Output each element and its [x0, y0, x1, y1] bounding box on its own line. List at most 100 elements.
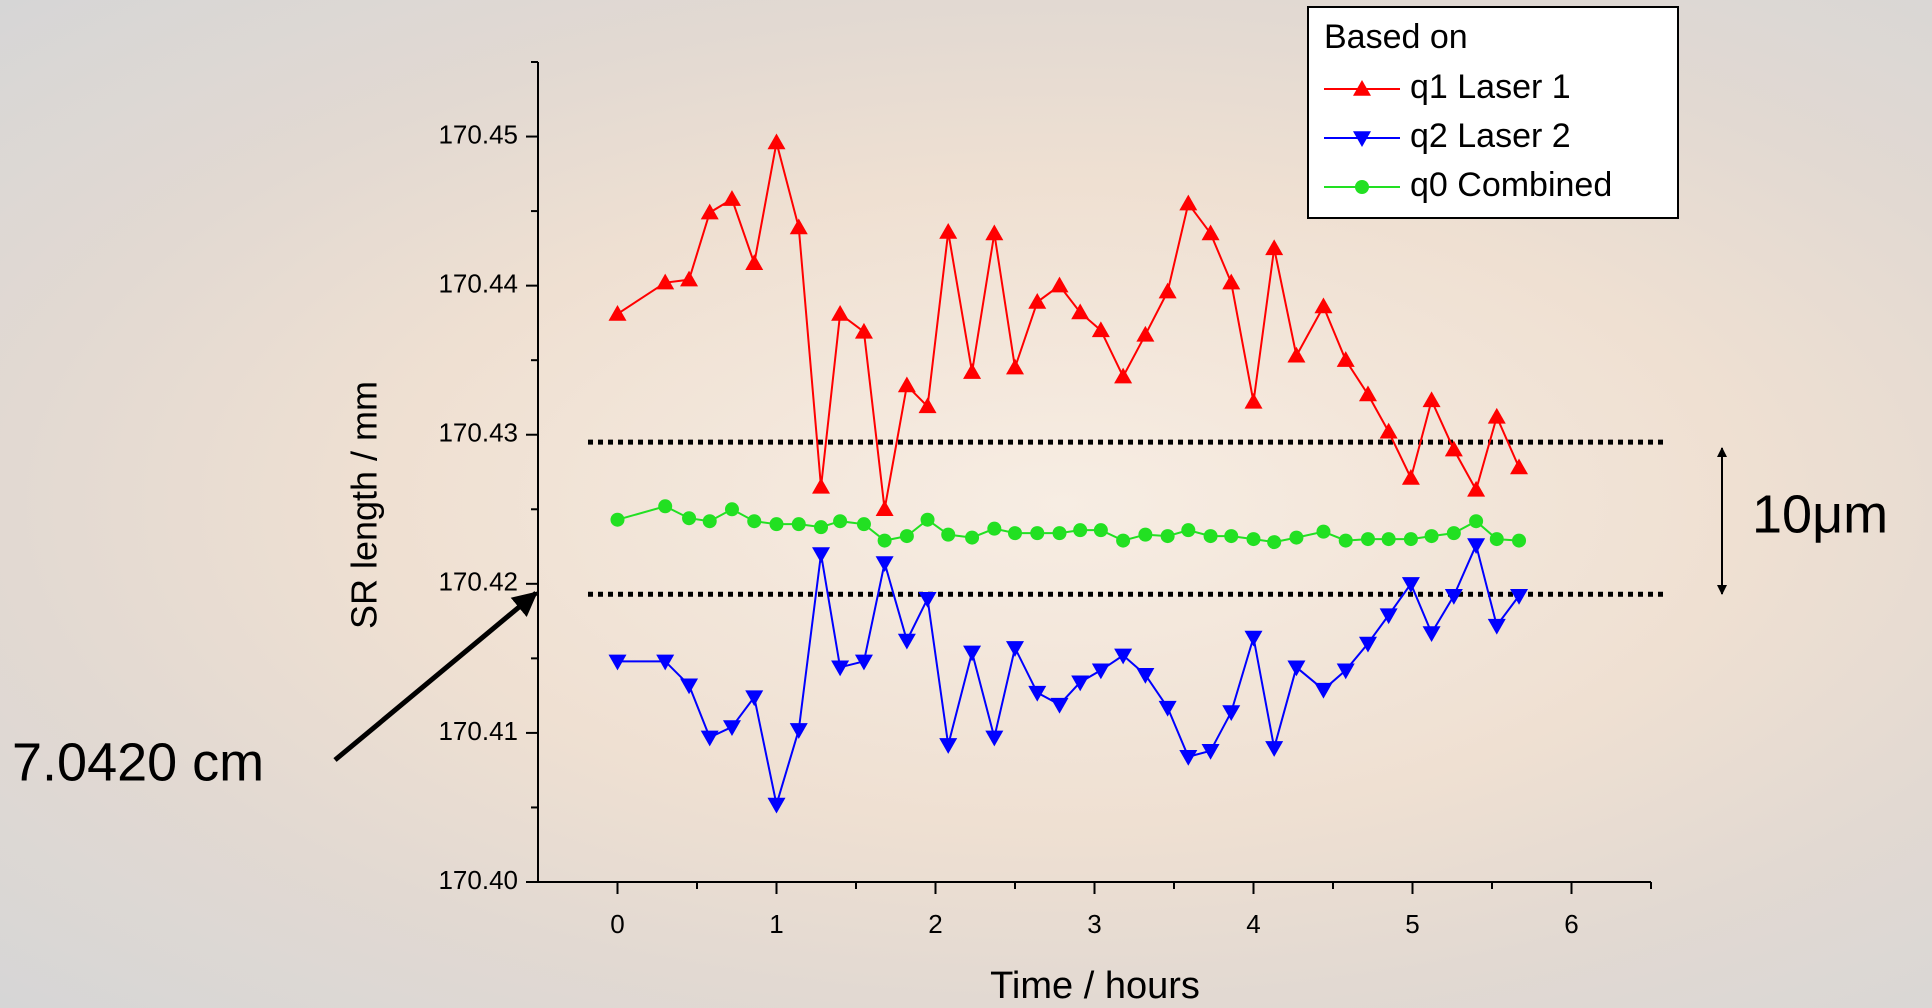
point: [1052, 526, 1067, 541]
point: [812, 477, 831, 494]
point: [1203, 529, 1218, 544]
point: [1444, 440, 1463, 457]
point: [875, 500, 894, 517]
series-line: [617, 542, 1520, 805]
point: [747, 514, 762, 529]
point: [831, 660, 850, 677]
point: [1114, 648, 1133, 665]
point: [1265, 741, 1284, 757]
legend-label: q1 Laser 1: [1410, 68, 1571, 106]
point: [985, 730, 1004, 747]
point: [769, 517, 784, 532]
point: [1201, 744, 1220, 760]
point: [608, 654, 627, 671]
point: [831, 304, 850, 321]
y-tick-label: 170.43: [438, 418, 518, 448]
span-annotation: 10μm: [1752, 484, 1888, 544]
point: [1136, 325, 1155, 342]
point: [1222, 705, 1241, 722]
point: [1287, 346, 1306, 363]
point: [1006, 641, 1024, 657]
point: [920, 512, 935, 527]
point: [1422, 626, 1441, 643]
point: [1424, 529, 1439, 544]
point: [1114, 367, 1133, 384]
x-tick-label: 6: [1564, 909, 1578, 939]
x-tick-label: 1: [769, 909, 783, 939]
point: [680, 270, 699, 287]
point: [1316, 524, 1331, 539]
point: [1422, 391, 1441, 408]
point: [875, 556, 894, 572]
y-tick-label: 170.41: [438, 716, 518, 746]
point: [1224, 529, 1239, 544]
point: [1360, 532, 1375, 547]
point: [1028, 685, 1047, 702]
point: [833, 514, 848, 529]
point: [1181, 523, 1196, 538]
point: [939, 222, 958, 239]
legend-title: Based on: [1324, 18, 1468, 56]
point: [1091, 663, 1110, 680]
point: [1179, 750, 1198, 766]
point: [791, 517, 806, 532]
point: [1289, 530, 1304, 545]
point: [1160, 529, 1175, 544]
legend-label: q2 Laser 2: [1410, 117, 1571, 155]
point: [1379, 608, 1398, 625]
point: [1136, 668, 1155, 684]
point: [1401, 468, 1420, 485]
point: [767, 797, 786, 814]
point: [789, 218, 808, 235]
point: [812, 547, 831, 563]
point: [1267, 535, 1282, 550]
point: [1487, 407, 1506, 424]
point: [1158, 282, 1177, 299]
point: [656, 654, 675, 671]
point: [724, 502, 739, 517]
point: [963, 363, 982, 379]
point: [656, 273, 675, 290]
y-tick-label: 170.44: [438, 269, 518, 299]
point: [1358, 385, 1377, 402]
point: [1355, 180, 1369, 194]
point: [856, 517, 871, 532]
point: [941, 527, 956, 542]
point: [1071, 675, 1090, 692]
point: [1381, 532, 1396, 547]
point: [700, 203, 719, 220]
point: [1246, 532, 1261, 547]
point: [789, 723, 808, 739]
point: [899, 529, 914, 544]
point: [608, 304, 627, 321]
point: [722, 720, 741, 736]
point: [1050, 697, 1069, 714]
point: [1510, 458, 1529, 475]
point: [1353, 80, 1371, 96]
point: [1446, 526, 1461, 541]
point: [1222, 273, 1241, 290]
point: [1265, 239, 1284, 256]
length-annotation: 7.0420 cm: [12, 732, 264, 792]
point: [1008, 526, 1022, 541]
point: [1287, 660, 1306, 677]
point: [1116, 533, 1131, 548]
point: [682, 511, 697, 526]
point: [1379, 422, 1398, 439]
point: [918, 591, 937, 608]
x-axis-title: Time / hours: [990, 965, 1200, 1007]
point: [939, 738, 958, 754]
point: [918, 397, 937, 414]
y-tick-label: 170.40: [438, 865, 518, 895]
point: [1401, 577, 1420, 593]
x-tick-label: 3: [1087, 909, 1101, 939]
point: [1244, 630, 1263, 647]
point: [1073, 523, 1088, 538]
point: [1006, 358, 1024, 375]
point: [1489, 532, 1504, 547]
point: [1336, 351, 1355, 367]
point: [700, 730, 719, 747]
legend: Based on q1 Laser 1 q2 Laser 2 q0 Combined: [1307, 6, 1679, 219]
point: [1314, 682, 1333, 699]
